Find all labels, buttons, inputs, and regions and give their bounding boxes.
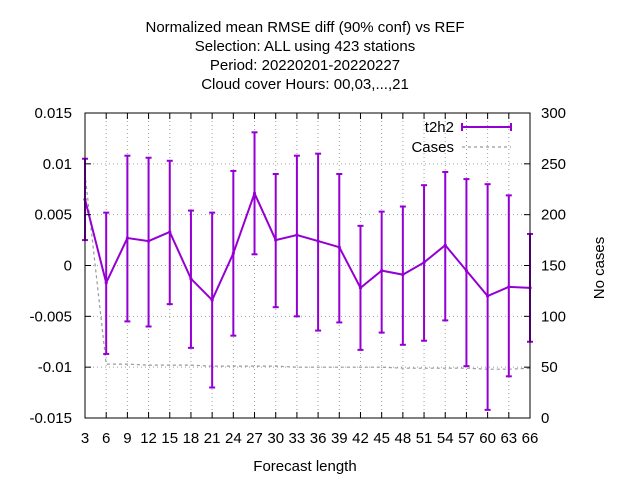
y2-tick-label: 100 bbox=[541, 308, 566, 325]
x-tick-label: 3 bbox=[81, 430, 89, 447]
t2h2-point bbox=[125, 236, 129, 240]
t2h2-point bbox=[507, 285, 511, 289]
y-tick-label: -0.01 bbox=[38, 359, 72, 376]
title-line-3: Period: 20220201-20220227 bbox=[210, 57, 400, 74]
t2h2-point bbox=[486, 294, 490, 298]
x-tick-label: 48 bbox=[395, 430, 412, 447]
series-t2h2 bbox=[83, 190, 532, 302]
y-tick-label: 0.005 bbox=[34, 207, 72, 224]
t2h2-point bbox=[422, 260, 426, 265]
t2h2-point bbox=[295, 233, 299, 237]
t2h2-point bbox=[210, 298, 214, 302]
x-tick-label: 57 bbox=[458, 430, 475, 447]
x-tick-label: 54 bbox=[437, 430, 454, 447]
x-tick-label: 63 bbox=[500, 430, 517, 447]
cases-line bbox=[84, 173, 531, 370]
t2h2-point bbox=[316, 239, 320, 243]
t2h2-point bbox=[274, 238, 278, 242]
t2h2-point bbox=[252, 191, 257, 195]
x-tick-label: 18 bbox=[183, 430, 200, 447]
y2-tick-label: 150 bbox=[541, 258, 566, 275]
x-tick-label: 9 bbox=[123, 430, 131, 447]
y2-tick-label: 250 bbox=[541, 156, 566, 173]
chart-title: Normalized mean RMSE diff (90% conf) vs … bbox=[146, 19, 465, 93]
x-tick-label: 6 bbox=[102, 430, 110, 447]
y-tick-label: 0 bbox=[64, 258, 72, 275]
t2h2-point bbox=[189, 277, 193, 281]
y-axis-left: -0.015 -0.01 -0.005 0 0.005 0.01 0.015 bbox=[29, 105, 91, 427]
y2-tick-label: 0 bbox=[541, 410, 549, 427]
title-line-2: Selection: ALL using 423 stations bbox=[195, 38, 415, 55]
y-tick-label: -0.005 bbox=[29, 308, 72, 325]
t2h2-point bbox=[104, 281, 108, 285]
y2-axis-label: No cases bbox=[591, 237, 608, 300]
x-tick-label: 51 bbox=[416, 430, 433, 447]
t2h2-point bbox=[231, 251, 235, 255]
series-cases bbox=[84, 173, 531, 370]
y-tick-label: 0.015 bbox=[34, 105, 72, 122]
t2h2-point bbox=[358, 286, 363, 290]
title-line-1: Normalized mean RMSE diff (90% conf) vs … bbox=[146, 19, 465, 36]
x-tick-label: 15 bbox=[161, 430, 178, 447]
x-tick-label: 36 bbox=[310, 430, 327, 447]
y2-tick-label: 200 bbox=[541, 207, 566, 224]
x-tick-label: 30 bbox=[267, 430, 284, 447]
y-axis-right: 0 50 100 150 200 250 300 bbox=[524, 105, 566, 427]
t2h2-point bbox=[401, 273, 405, 277]
x-tick-label: 45 bbox=[373, 430, 390, 447]
x-tick-label: 24 bbox=[225, 430, 242, 447]
x-tick-label: 60 bbox=[479, 430, 496, 447]
legend: t2h2 Cases bbox=[411, 119, 512, 156]
x-tick-label: 12 bbox=[140, 430, 157, 447]
t2h2-point bbox=[168, 230, 172, 234]
title-line-4: Cloud cover Hours: 00,03,...,21 bbox=[201, 76, 409, 93]
t2h2-point bbox=[337, 245, 341, 249]
t2h2-point bbox=[380, 268, 384, 273]
t2h2-line bbox=[84, 190, 531, 302]
y2-tick-label: 50 bbox=[541, 359, 558, 376]
y-tick-label: 0.01 bbox=[43, 156, 72, 173]
legend-label-t2h2: t2h2 bbox=[425, 119, 454, 136]
legend-label-cases: Cases bbox=[411, 139, 454, 156]
x-axis: 3 6 9 12 15 18 21 24 27 30 33 36 39 42 45 48 51 54 57 60 63 6… bbox=[81, 113, 539, 447]
x-axis-label: Forecast length bbox=[253, 458, 356, 475]
x-tick-label: 42 bbox=[352, 430, 369, 447]
t2h2-point bbox=[146, 239, 151, 243]
t2h2-point bbox=[443, 243, 447, 247]
y2-tick-label: 300 bbox=[541, 105, 566, 122]
x-tick-label: 66 bbox=[522, 430, 539, 447]
x-tick-label: 21 bbox=[204, 430, 221, 447]
x-tick-label: 33 bbox=[289, 430, 306, 447]
y-tick-label: -0.015 bbox=[29, 410, 72, 427]
t2h2-point bbox=[464, 268, 469, 273]
x-tick-label: 27 bbox=[246, 430, 263, 447]
x-tick-label: 39 bbox=[331, 430, 348, 447]
